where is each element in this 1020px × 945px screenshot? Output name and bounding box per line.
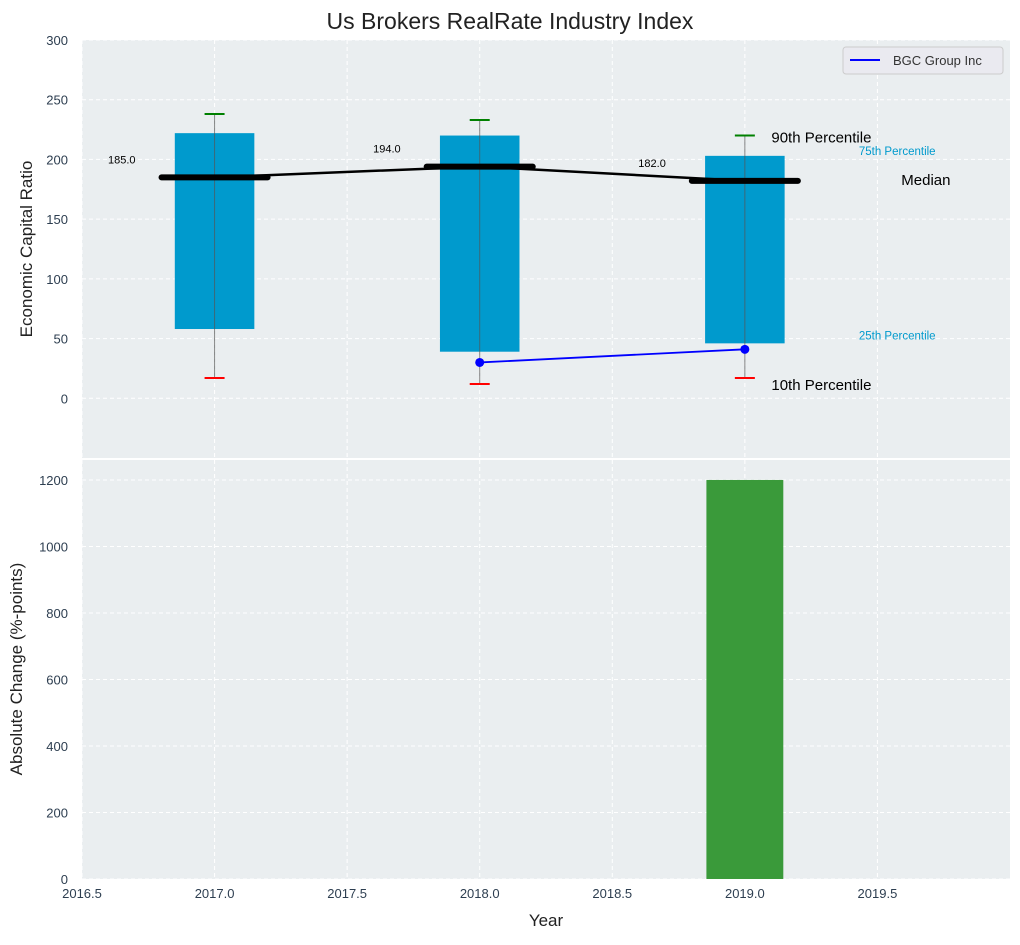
- y-tick-label: 1000: [39, 539, 68, 554]
- median-value-label: 182.0: [638, 158, 666, 170]
- bottom-plot-area: [82, 460, 1010, 879]
- y-tick-label: 800: [46, 606, 68, 621]
- top-y-axis-label: Economic Capital Ratio: [17, 161, 36, 338]
- median-value-label: 185.0: [108, 154, 136, 166]
- change-bar: [706, 479, 784, 879]
- x-tick-label: 2018.0: [460, 886, 500, 901]
- y-tick-label: 50: [54, 332, 68, 347]
- series-point: [475, 357, 485, 367]
- median-value-label: 194.0: [373, 144, 401, 156]
- y-tick-label: 150: [46, 212, 68, 227]
- annotation-p10: 10th Percentile: [771, 377, 871, 394]
- x-tick-label: 2018.5: [592, 886, 632, 901]
- legend-label: BGC Group Inc: [893, 53, 982, 68]
- annotation-p25: 25th Percentile: [859, 330, 936, 342]
- y-tick-label: 0: [61, 391, 68, 406]
- series-line: [479, 348, 745, 364]
- y-tick-label: 0: [61, 872, 68, 887]
- y-tick-label: 600: [46, 672, 68, 687]
- x-axis-label: Year: [529, 911, 564, 930]
- annotation-p75: 75th Percentile: [859, 146, 936, 158]
- legend: BGC Group Inc: [842, 46, 1004, 75]
- x-tick-label: 2016.5: [62, 886, 102, 901]
- chart-title: Us Brokers RealRate Industry Index: [327, 8, 694, 34]
- y-tick-label: 100: [46, 272, 68, 287]
- x-tick-label: 2019.5: [858, 886, 898, 901]
- y-tick-label: 400: [46, 739, 68, 754]
- bottom-y-axis-label: Absolute Change (%-points): [7, 563, 26, 776]
- y-tick-label: 300: [46, 33, 68, 48]
- median-line: [214, 165, 745, 183]
- x-tick-label: 2019.0: [725, 886, 765, 901]
- annotation-p90: 90th Percentile: [771, 130, 871, 147]
- series-point: [740, 344, 750, 354]
- y-tick-label: 200: [46, 805, 68, 820]
- x-tick-label: 2017.0: [195, 886, 235, 901]
- annotation-median: Median: [901, 172, 950, 189]
- y-tick-label: 200: [46, 152, 68, 167]
- y-tick-label: 250: [46, 93, 68, 108]
- y-tick-label: 1200: [39, 473, 68, 488]
- x-tick-label: 2017.5: [327, 886, 367, 901]
